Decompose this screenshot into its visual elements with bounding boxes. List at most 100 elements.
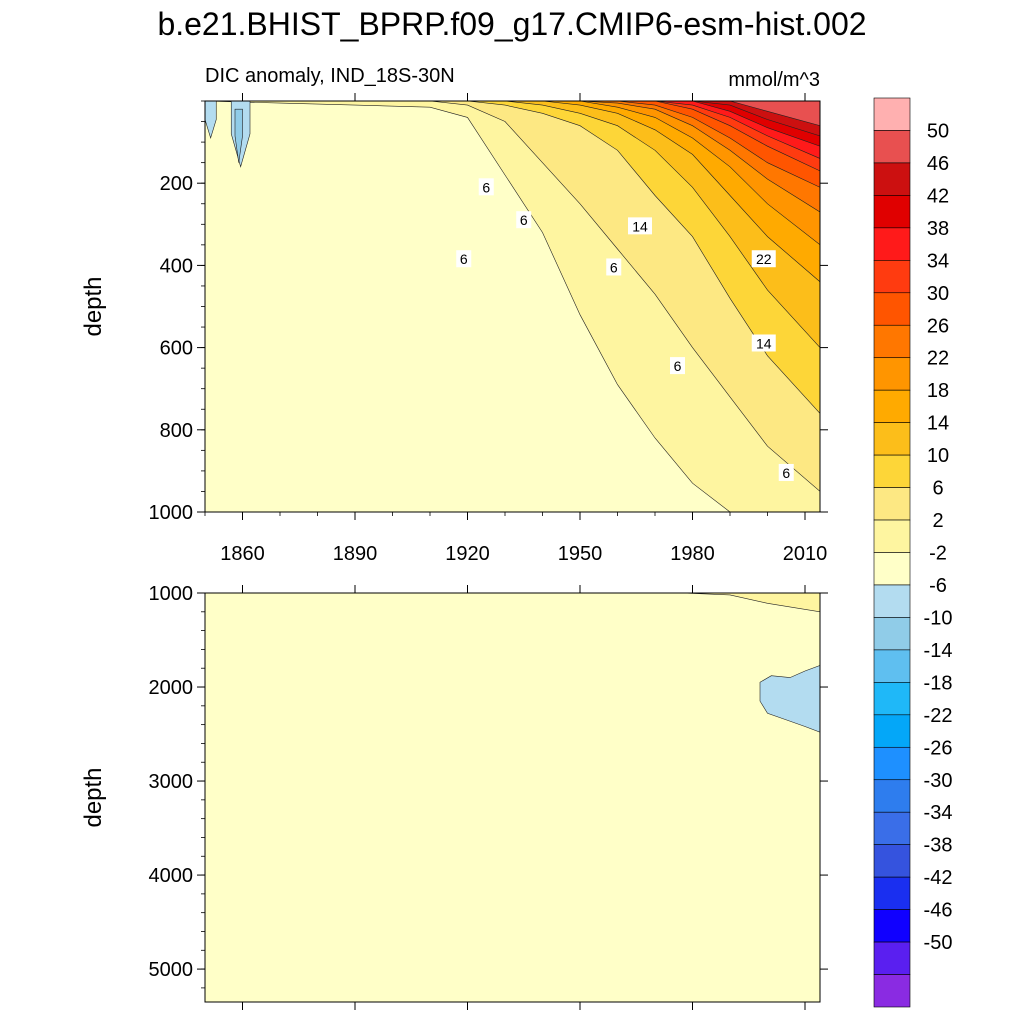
lower-panel: 1000 2000 3000 4000 5000 depth	[80, 583, 828, 1010]
colorbar-swatch	[873, 130, 911, 164]
colorbar-label: 26	[927, 315, 949, 337]
colorbar-swatch	[873, 422, 911, 456]
colorbar-swatch	[873, 779, 911, 813]
colorbar-swatch	[873, 844, 911, 878]
colorbar-label: -22	[924, 705, 953, 727]
colorbar-swatch	[873, 162, 911, 196]
colorbar-label: 18	[927, 380, 949, 402]
colorbar-label: 34	[927, 250, 949, 272]
lower-plot-frame	[204, 592, 821, 1003]
colorbar-swatch	[873, 682, 911, 716]
lower-ytick-label: 3000	[149, 771, 194, 793]
svg-text:6: 6	[482, 179, 490, 195]
upper-xtick-label: 1890	[333, 543, 378, 565]
svg-text:14: 14	[756, 335, 772, 351]
svg-text:6: 6	[460, 251, 468, 267]
colorbar-swatch	[873, 876, 911, 910]
upper-xtick-label: 1980	[670, 543, 715, 565]
colorbar: 50 46 42 38 34 30 26 22 18 14 10 6 2 -2 -6 -10 -14 -18 -22…	[873, 97, 953, 1008]
svg-text:6: 6	[520, 212, 528, 228]
lower-region-1	[759, 665, 820, 733]
colorbar-label: -30	[924, 770, 953, 792]
contour-label-1: 6	[516, 211, 532, 229]
upper-ytick-label: 800	[160, 420, 193, 442]
colorbar-label: -38	[924, 835, 953, 857]
colorbar-label: 6	[932, 478, 943, 500]
lower-ytick-label: 1000	[149, 583, 194, 605]
upper-ytick-label: 200	[160, 173, 193, 195]
colorbar-swatch	[873, 389, 911, 423]
colorbar-swatch	[873, 97, 911, 131]
colorbar-label: -2	[929, 543, 947, 565]
colorbar-label: -42	[924, 867, 953, 889]
colorbar-swatch	[873, 974, 911, 1008]
colorbar-label: 30	[927, 283, 949, 305]
svg-text:6: 6	[610, 259, 618, 275]
contour-label-0: 6	[478, 178, 494, 196]
contour-label-7: 6	[670, 357, 685, 375]
colorbar-swatch	[873, 584, 911, 618]
contour-label-3: 6	[606, 258, 622, 276]
contour-fill-base	[205, 593, 820, 1002]
contour-band-50	[205, 101, 820, 127]
lower-ytick-label: 4000	[149, 865, 194, 887]
lower-contour-field	[205, 593, 820, 1002]
colorbar-swatch	[873, 487, 911, 521]
colorbar-label: 50	[927, 120, 949, 142]
svg-text:14: 14	[632, 218, 648, 234]
upper-panel-subtitle: DIC anomaly, IND_18S-30N	[205, 65, 455, 87]
colorbar-label: -46	[924, 900, 953, 922]
colorbar-label: 14	[927, 413, 949, 435]
upper-contour-field: 6 6 6 6 14 22 14 6 6	[205, 101, 820, 512]
colorbar-swatch	[873, 292, 911, 326]
colorbar-swatch	[873, 227, 911, 261]
colorbar-swatch	[873, 260, 911, 294]
lower-region-0	[681, 593, 820, 613]
upper-panel: 6 6 6 6 14 22 14 6 6 200 400 600 800 1000 1860 1890 1920…	[80, 93, 828, 565]
colorbar-swatch	[873, 617, 911, 651]
colorbar-label: 38	[927, 218, 949, 240]
colorbar-label: 42	[927, 185, 949, 207]
colorbar-label: 2	[932, 510, 943, 532]
upper-ytick-label: 600	[160, 338, 193, 360]
colorbar-label: -50	[924, 932, 953, 954]
svg-text:22: 22	[756, 251, 772, 267]
upper-ytick-label: 1000	[149, 502, 194, 524]
contour-band-10	[205, 101, 820, 414]
colorbar-swatch	[873, 909, 911, 943]
upper-xtick-label: 2010	[783, 543, 828, 565]
colorbar-swatch	[873, 746, 911, 781]
svg-text:6: 6	[782, 465, 790, 481]
figure-title: b.e21.BHIST_BPRP.f09_g17.CMIP6-esm-hist.…	[157, 6, 866, 42]
colorbar-label: 22	[927, 348, 949, 370]
colorbar-label: -14	[924, 640, 953, 662]
colorbar-swatch	[873, 552, 911, 586]
upper-xtick-label: 1950	[558, 543, 603, 565]
svg-text:6: 6	[674, 358, 682, 374]
contour-label-6: 14	[751, 334, 776, 352]
contour-label-2: 6	[456, 250, 472, 268]
contour-label-4: 14	[628, 217, 652, 235]
colorbar-label: -6	[929, 575, 947, 597]
colorbar-label: -26	[924, 737, 953, 759]
colorbar-label: -18	[924, 672, 953, 694]
contour-label-5: 22	[751, 250, 776, 268]
colorbar-swatch	[873, 811, 911, 845]
colorbar-swatch	[873, 195, 911, 229]
colorbar-label: 46	[927, 153, 949, 175]
lower-ylabel: depth	[80, 767, 107, 827]
negative-patch-2	[234, 108, 243, 163]
upper-ytick-label: 400	[160, 255, 193, 277]
colorbar-swatch	[873, 519, 911, 553]
lower-ytick-label: 2000	[149, 677, 194, 699]
colorbar-swatch	[873, 324, 911, 359]
contour-label-8: 6	[778, 463, 794, 481]
colorbar-swatch	[873, 357, 911, 391]
colorbar-swatch	[873, 454, 911, 488]
colorbar-swatch	[873, 714, 911, 748]
units-label: mmol/m^3	[728, 69, 820, 91]
colorbar-label: -34	[924, 802, 953, 824]
colorbar-swatch	[873, 649, 911, 683]
upper-xtick-label: 1860	[220, 543, 265, 565]
